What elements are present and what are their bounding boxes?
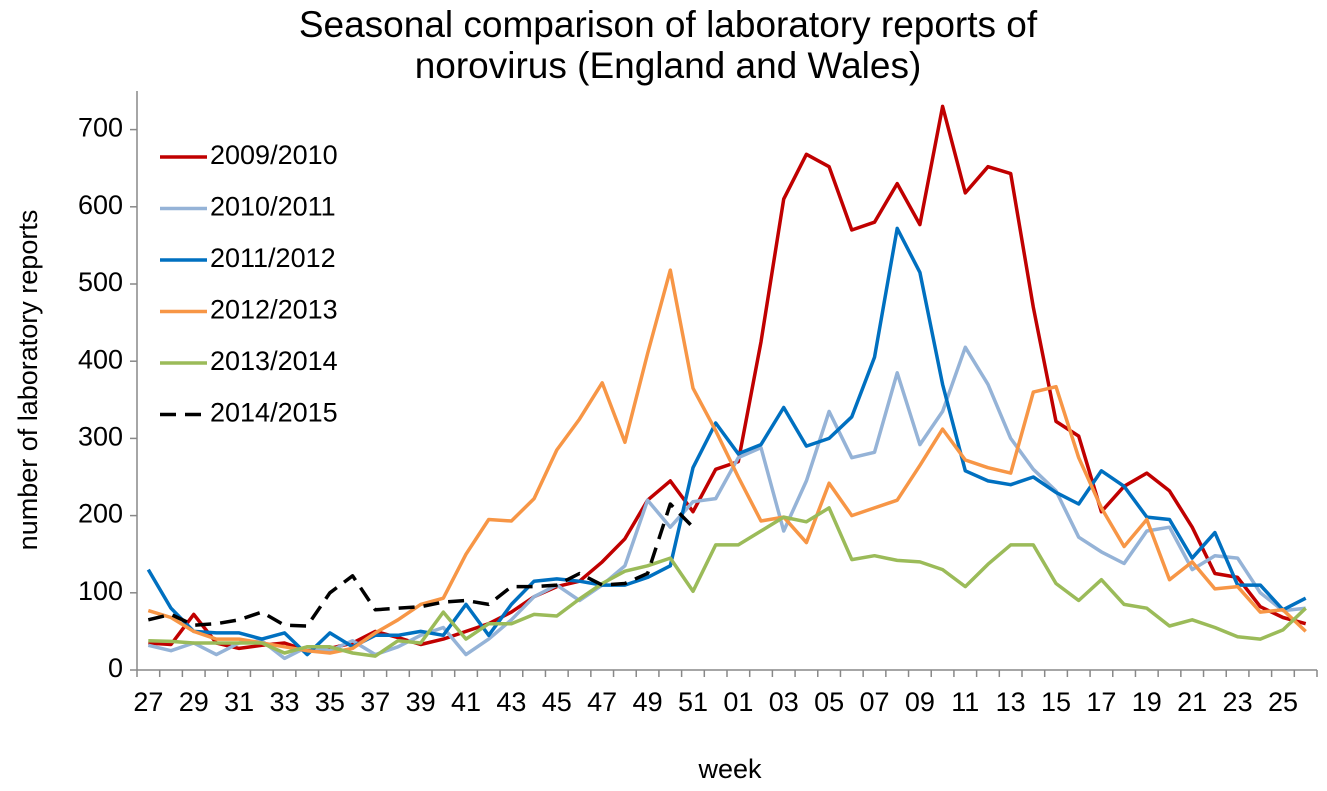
x-axis-title: week — [697, 754, 762, 784]
x-tick-label: 07 — [859, 687, 889, 717]
y-tick-label: 400 — [78, 344, 123, 374]
series-line — [148, 506, 1307, 658]
series-line — [147, 345, 1306, 661]
x-tick-label: 25 — [1268, 687, 1298, 717]
y-tick-label: 200 — [78, 499, 123, 529]
x-tick-label: 11 — [951, 687, 979, 717]
x-tick-label: 33 — [269, 687, 299, 717]
x-tick-label: 49 — [633, 687, 663, 717]
y-axis-title: number of laboratory reports — [13, 210, 43, 551]
series-line — [147, 502, 695, 628]
series-line — [147, 268, 1307, 655]
series-line — [146, 226, 1307, 657]
legend-label: 2014/2015 — [210, 398, 338, 428]
y-tick-label: 0 — [108, 653, 123, 683]
x-tick-label: 03 — [769, 687, 799, 717]
x-tick-label: 13 — [996, 687, 1026, 717]
x-tick-label: 35 — [315, 687, 345, 717]
x-tick-label: 05 — [814, 687, 844, 717]
legend-label: 2011/2012 — [210, 243, 336, 273]
legend-label: 2009/2010 — [210, 140, 338, 170]
legend-label: 2013/2014 — [210, 346, 338, 376]
x-tick-label: 45 — [542, 687, 572, 717]
x-tick-label: 43 — [496, 687, 526, 717]
legend-label: 2010/2011 — [210, 192, 336, 222]
x-tick-label: 47 — [587, 687, 617, 717]
legend-label: 2012/2013 — [210, 295, 338, 325]
x-tick-label: 09 — [905, 687, 935, 717]
y-tick-label: 500 — [78, 267, 123, 297]
y-tick-label: 100 — [78, 576, 123, 606]
x-tick-label: 15 — [1041, 687, 1071, 717]
x-tick-label: 23 — [1223, 687, 1253, 717]
x-tick-label: 21 — [1177, 687, 1207, 717]
x-tick-label: 39 — [406, 687, 436, 717]
x-tick-label: 37 — [360, 687, 390, 717]
x-tick-label: 51 — [678, 687, 708, 717]
x-tick-label: 17 — [1086, 687, 1116, 717]
x-tick-label: 31 — [224, 687, 254, 717]
x-tick-label: 41 — [451, 687, 481, 717]
chart-title: Seasonal comparison of laboratory report… — [298, 4, 1038, 86]
series-line — [148, 104, 1307, 653]
x-tick-label: 27 — [133, 687, 163, 717]
x-tick-label: 01 — [723, 687, 753, 717]
y-tick-label: 700 — [78, 113, 123, 143]
x-tick-label: 19 — [1132, 687, 1162, 717]
y-tick-label: 600 — [78, 190, 123, 220]
x-tick-label: 29 — [179, 687, 209, 717]
y-tick-label: 300 — [78, 422, 123, 452]
